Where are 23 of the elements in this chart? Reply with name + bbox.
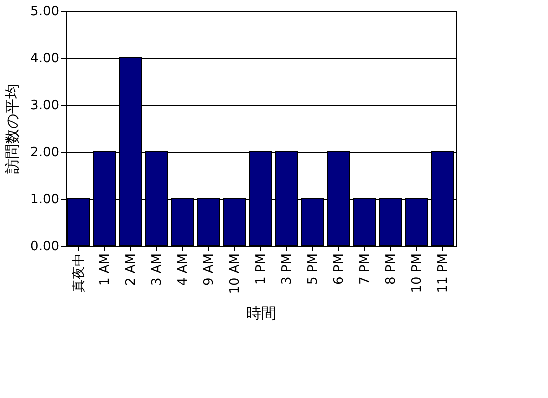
y-tick-label: 2.00 (30, 146, 60, 160)
x-tick-label: 9 AM (202, 254, 217, 286)
x-tick-label: 2 AM (124, 254, 139, 286)
x-tick-label: 7 PM (358, 254, 373, 285)
y-tick-label: 4.00 (30, 52, 60, 66)
x-tick-label: 11 PM (436, 254, 451, 294)
x-tick-label: 10 PM (410, 254, 425, 294)
x-axis-title: 時間 (246, 304, 276, 322)
x-tick-label: 5 PM (306, 254, 321, 285)
y-tick-label: 0.00 (30, 240, 60, 254)
y-axis-title: 訪問数の平均 (4, 84, 22, 174)
x-tick-label: 真夜中 (71, 254, 87, 292)
x-tick-label: 6 PM (332, 254, 347, 285)
x-tick-label: 1 PM (254, 254, 269, 285)
y-tick-label: 3.00 (30, 98, 60, 114)
y-tick-label: 1.00 (30, 192, 60, 208)
x-tick-label: 3 PM (280, 254, 295, 285)
x-tick-label: 4 AM (176, 254, 191, 286)
x-tick-label: 10 AM (228, 254, 243, 294)
y-tick-label: 5.00 (30, 4, 60, 20)
x-tick-label: 3 AM (150, 254, 165, 286)
x-tick-label: 1 AM (98, 254, 113, 286)
x-tick-label: 8 PM (384, 254, 399, 285)
